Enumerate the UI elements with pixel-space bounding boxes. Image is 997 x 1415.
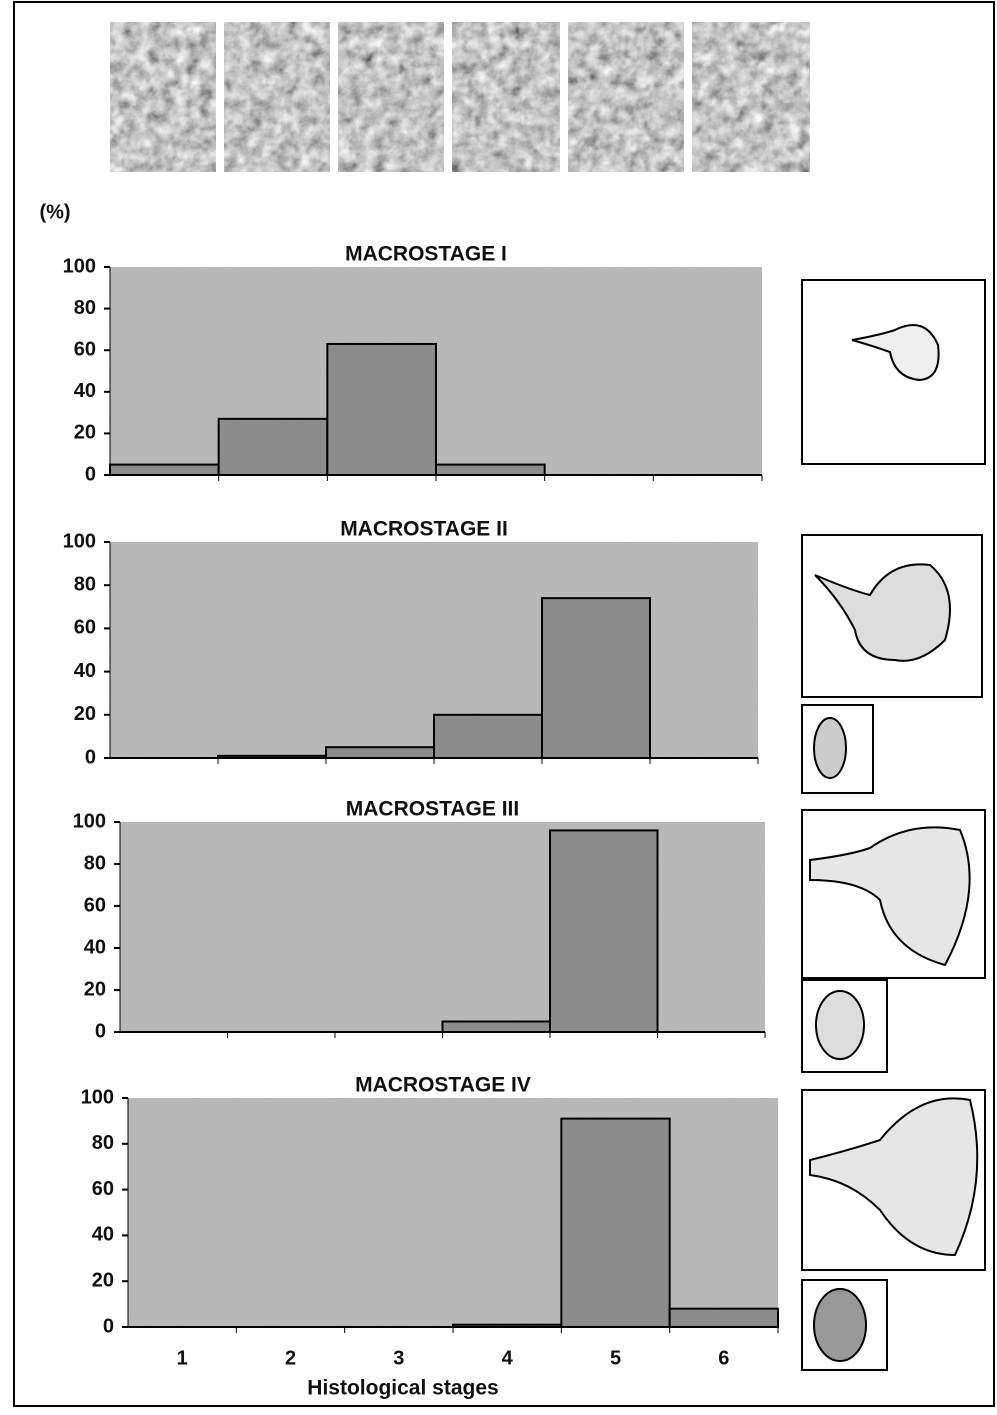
bar — [327, 344, 436, 475]
plot-area — [128, 1098, 778, 1327]
bar — [434, 715, 542, 758]
y-tick-label: 40 — [74, 380, 96, 402]
chart-title: MACROSTAGE III — [346, 798, 519, 821]
gland-section — [814, 1289, 866, 1361]
micrograph — [692, 22, 810, 172]
micrograph — [338, 22, 444, 172]
bar — [436, 465, 545, 475]
y-tick-label: 0 — [103, 1315, 114, 1337]
y-tick-label: 80 — [74, 573, 96, 595]
gland-drawing — [810, 1098, 977, 1255]
plot-area — [120, 822, 765, 1032]
bar — [219, 419, 328, 475]
y-tick-label: 20 — [74, 422, 96, 444]
y-tick-label: 100 — [81, 1086, 114, 1108]
micrograph — [224, 22, 330, 172]
figure: MACROSTAGE I(%)020406080100MACROSTAGE II… — [0, 0, 997, 1410]
bar — [453, 1325, 561, 1327]
y-tick-label: 0 — [95, 1020, 106, 1042]
x-tick-label: 4 — [502, 1347, 514, 1369]
bar — [110, 465, 219, 475]
bar — [542, 598, 650, 758]
x-tick-label: 1 — [177, 1347, 188, 1369]
bar — [218, 756, 326, 758]
chart-title: MACROSTAGE I — [345, 243, 507, 266]
chart-title: MACROSTAGE II — [340, 518, 508, 541]
illustration-box — [802, 280, 985, 464]
y-tick-label: 40 — [74, 660, 96, 682]
x-tick-label: 3 — [393, 1347, 404, 1369]
bar — [326, 747, 434, 758]
micrograph — [452, 22, 560, 172]
bar — [550, 830, 658, 1032]
y-tick-label: 0 — [85, 463, 96, 485]
bar — [443, 1022, 551, 1033]
x-tick-label: 6 — [718, 1347, 729, 1369]
micrographs — [110, 22, 810, 172]
y-tick-label: 0 — [85, 746, 96, 768]
gland-drawing — [810, 827, 970, 965]
y-tick-label: 80 — [84, 852, 106, 874]
y-tick-label: 60 — [84, 894, 106, 916]
gland-section — [816, 991, 864, 1059]
gland-section — [814, 718, 846, 778]
y-tick-label: 40 — [92, 1224, 114, 1246]
y-tick-label: 80 — [74, 297, 96, 319]
micrograph — [568, 22, 684, 172]
gland-drawing — [815, 564, 950, 660]
y-tick-label: 60 — [74, 338, 96, 360]
y-tick-label: 80 — [92, 1132, 114, 1154]
bar — [561, 1119, 669, 1327]
bar — [670, 1309, 778, 1327]
gland-drawing — [852, 325, 939, 380]
micrograph — [110, 22, 216, 172]
y-tick-label: 20 — [84, 978, 106, 1000]
y-tick-label: 40 — [84, 936, 106, 958]
y-axis-label: (%) — [39, 201, 70, 223]
y-tick-label: 100 — [63, 530, 96, 552]
y-tick-label: 60 — [74, 617, 96, 639]
x-tick-label: 5 — [610, 1347, 621, 1369]
y-tick-label: 100 — [73, 810, 106, 832]
y-tick-label: 20 — [92, 1269, 114, 1291]
y-tick-label: 100 — [63, 255, 96, 277]
y-tick-label: 20 — [74, 703, 96, 725]
illustrations — [802, 280, 985, 1370]
y-tick-label: 60 — [92, 1178, 114, 1200]
chart-title: MACROSTAGE IV — [355, 1074, 531, 1097]
x-tick-label: 2 — [285, 1347, 296, 1369]
x-axis-label: Histological stages — [307, 1377, 498, 1400]
